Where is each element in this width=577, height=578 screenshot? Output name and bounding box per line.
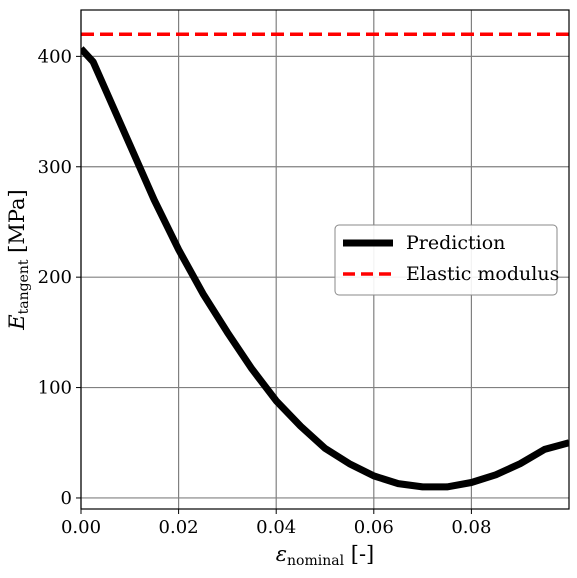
y-tick-label: 400 bbox=[38, 46, 72, 67]
x-tick-label: 0.06 bbox=[354, 517, 394, 538]
y-tick-label: 0 bbox=[61, 488, 72, 509]
x-tick-label: 0.04 bbox=[256, 517, 296, 538]
x-tick-label: 0.00 bbox=[61, 517, 101, 538]
y-tick-label: 200 bbox=[38, 267, 72, 288]
legend-label-elastic-modulus: Elastic modulus bbox=[406, 263, 559, 285]
x-tick-label: 0.08 bbox=[451, 517, 491, 538]
legend: Prediction Elastic modulus bbox=[335, 225, 559, 295]
x-tick-label: 0.02 bbox=[159, 517, 199, 538]
y-tick-label: 300 bbox=[38, 157, 72, 178]
y-tick-label: 100 bbox=[38, 378, 72, 399]
legend-label-prediction: Prediction bbox=[406, 232, 505, 254]
